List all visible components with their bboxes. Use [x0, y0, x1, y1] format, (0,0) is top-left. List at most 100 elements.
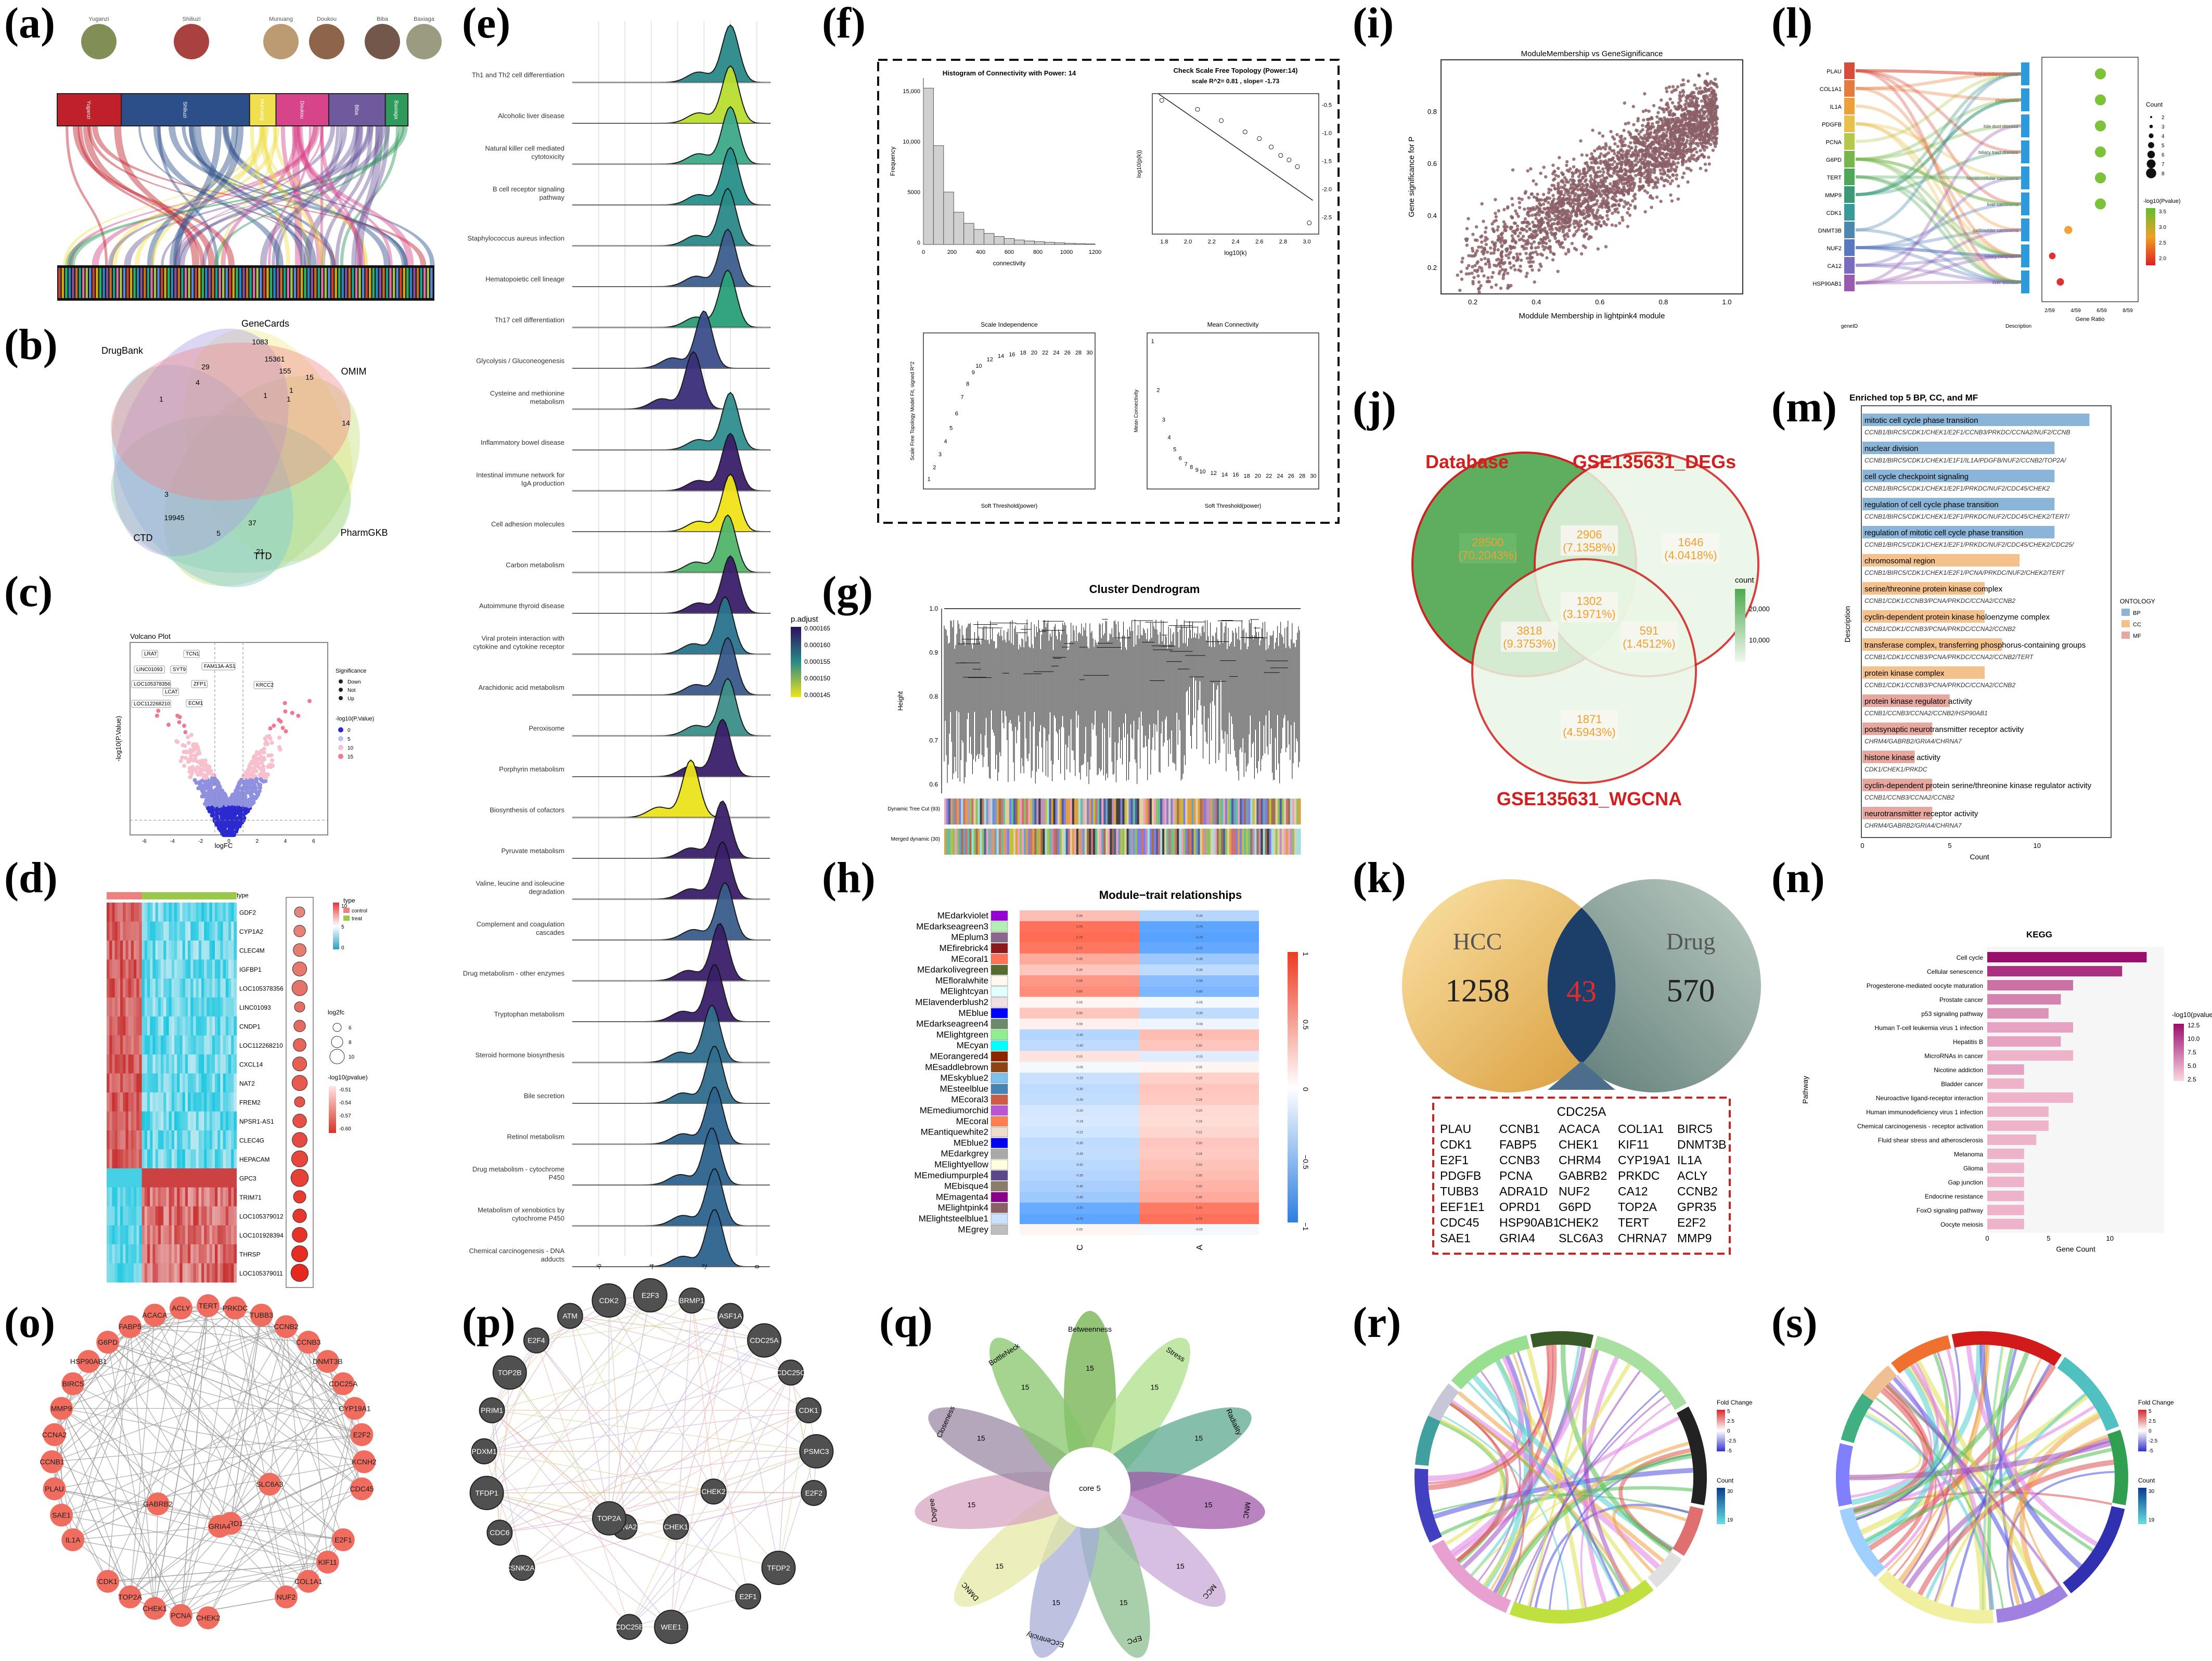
heat-cell: [169, 1225, 172, 1245]
heat-cell: [182, 1035, 186, 1055]
trait-value: -0.35: [1076, 1175, 1083, 1178]
topo-point: [1269, 145, 1274, 150]
hist-bar: [1034, 241, 1045, 245]
volcano-point: [262, 750, 266, 755]
heat-cell: [163, 1092, 166, 1112]
mm-gs-point: [1552, 170, 1556, 174]
heat-cell: [155, 1016, 159, 1036]
trait-value: 0.72: [1076, 947, 1083, 950]
module-color-cell: [1252, 829, 1255, 855]
heat-cell: [215, 1035, 218, 1055]
heat-cell: [174, 1244, 177, 1264]
mm-gs-point: [1542, 207, 1546, 211]
trait-value: -0.30: [1076, 1045, 1083, 1048]
volcano-point: [239, 820, 243, 825]
heat-cell: [215, 941, 218, 960]
heat-cell: [215, 1263, 218, 1283]
heat-cell: [220, 1130, 224, 1150]
module-color-cell: [1093, 829, 1096, 855]
heat-cell: [190, 1225, 194, 1245]
heat-cell: [171, 941, 175, 960]
legend-text: Not: [348, 688, 356, 693]
trait-value: 0.05: [1076, 1229, 1083, 1232]
heat-cell: [150, 1092, 153, 1112]
module-color-cell: [1009, 829, 1012, 855]
trait-cell-A: [1139, 1062, 1259, 1073]
sankey-flow: [292, 126, 303, 265]
trait-cell-C: [1020, 954, 1139, 964]
module-color-cell: [1135, 829, 1138, 855]
ingredient-node: [260, 268, 262, 298]
heat-cell: [158, 1206, 161, 1226]
heat-cell: [142, 959, 145, 979]
module-color-cell: [1153, 829, 1156, 855]
mm-gs-point: [1613, 160, 1616, 164]
module-color-cell: [1173, 829, 1175, 855]
module-color-cell: [1097, 829, 1100, 855]
heat-cell: [144, 1225, 148, 1245]
si-point: 18: [1020, 350, 1026, 356]
module-swatch: [991, 1116, 1008, 1127]
si-ylabel: Scale Free Topology Model Fit, signed R^…: [910, 361, 916, 460]
heat-cell: [117, 1149, 121, 1169]
heat-cell: [215, 1149, 218, 1169]
heat-cell: [112, 903, 115, 922]
heat-cell: [144, 1073, 148, 1093]
heat-cell: [134, 1073, 137, 1093]
heat-cell: [123, 1035, 126, 1055]
mm-gs-point: [1506, 272, 1510, 275]
ingredient-node: [229, 268, 232, 298]
heat-cell: [155, 1054, 159, 1074]
heat-cell: [166, 1130, 170, 1150]
heat-cell: [125, 1263, 129, 1283]
module-color-cell: [1099, 829, 1102, 855]
heat-cell: [169, 1092, 172, 1112]
mm-gs-point: [1601, 146, 1605, 149]
heat-cell: [182, 1111, 186, 1131]
heat-cell: [179, 997, 183, 1017]
mm-gs-point: [1529, 167, 1533, 171]
trait-col: A: [1195, 1244, 1204, 1250]
mm-gs-point: [1562, 197, 1565, 200]
module-color-cell: [1269, 829, 1272, 855]
heat-cell: [128, 1035, 132, 1055]
heat-cell: [225, 1111, 229, 1131]
panel-f-wgcna-power: Histogram of Connectivity with Power: 14…: [877, 59, 1340, 524]
mm-gs-point: [1532, 240, 1536, 244]
module-color-cell: [1279, 799, 1282, 825]
module-color-cell: [971, 829, 974, 855]
heat-cell: [125, 941, 129, 960]
heat-cell: [163, 1035, 166, 1055]
mm-gs-point: [1578, 172, 1582, 176]
heat-cell: [209, 1035, 213, 1055]
volcano-point: [183, 755, 188, 760]
mm-gs-point: [1620, 162, 1624, 166]
mm-gs-point: [1609, 166, 1613, 170]
volcano-point: [197, 751, 202, 756]
heat-cell: [112, 1092, 115, 1112]
heat-cell: [161, 1092, 164, 1112]
module-color-cell: [1097, 799, 1100, 825]
pathway-label: Arachidonic acid metabolism: [479, 684, 564, 691]
heat-cell: [155, 941, 159, 960]
ingredient-node: [144, 268, 146, 298]
mm-gs-point: [1494, 211, 1497, 215]
mm-gs-point: [1572, 165, 1576, 169]
heat-cell: [198, 1035, 202, 1055]
ingredient-node: [249, 268, 252, 298]
module-color-cell: [1258, 829, 1262, 855]
module-swatch: [991, 1019, 1008, 1029]
trait-cell-A: [1139, 1073, 1259, 1084]
heat-cell: [169, 1149, 172, 1169]
heat-cell: [190, 941, 194, 960]
heat-cell: [163, 1073, 166, 1093]
heat-cell: [190, 903, 194, 922]
heat-cell: [107, 1130, 110, 1150]
volcano-xlabel: logFC: [215, 842, 233, 849]
mm-gs-point: [1598, 184, 1602, 188]
si-point: 4: [944, 439, 947, 445]
heat-cell: [207, 1225, 210, 1245]
heat-cell: [125, 1016, 129, 1036]
hist-bar: [1044, 242, 1055, 245]
module-color-cell: [986, 829, 989, 855]
